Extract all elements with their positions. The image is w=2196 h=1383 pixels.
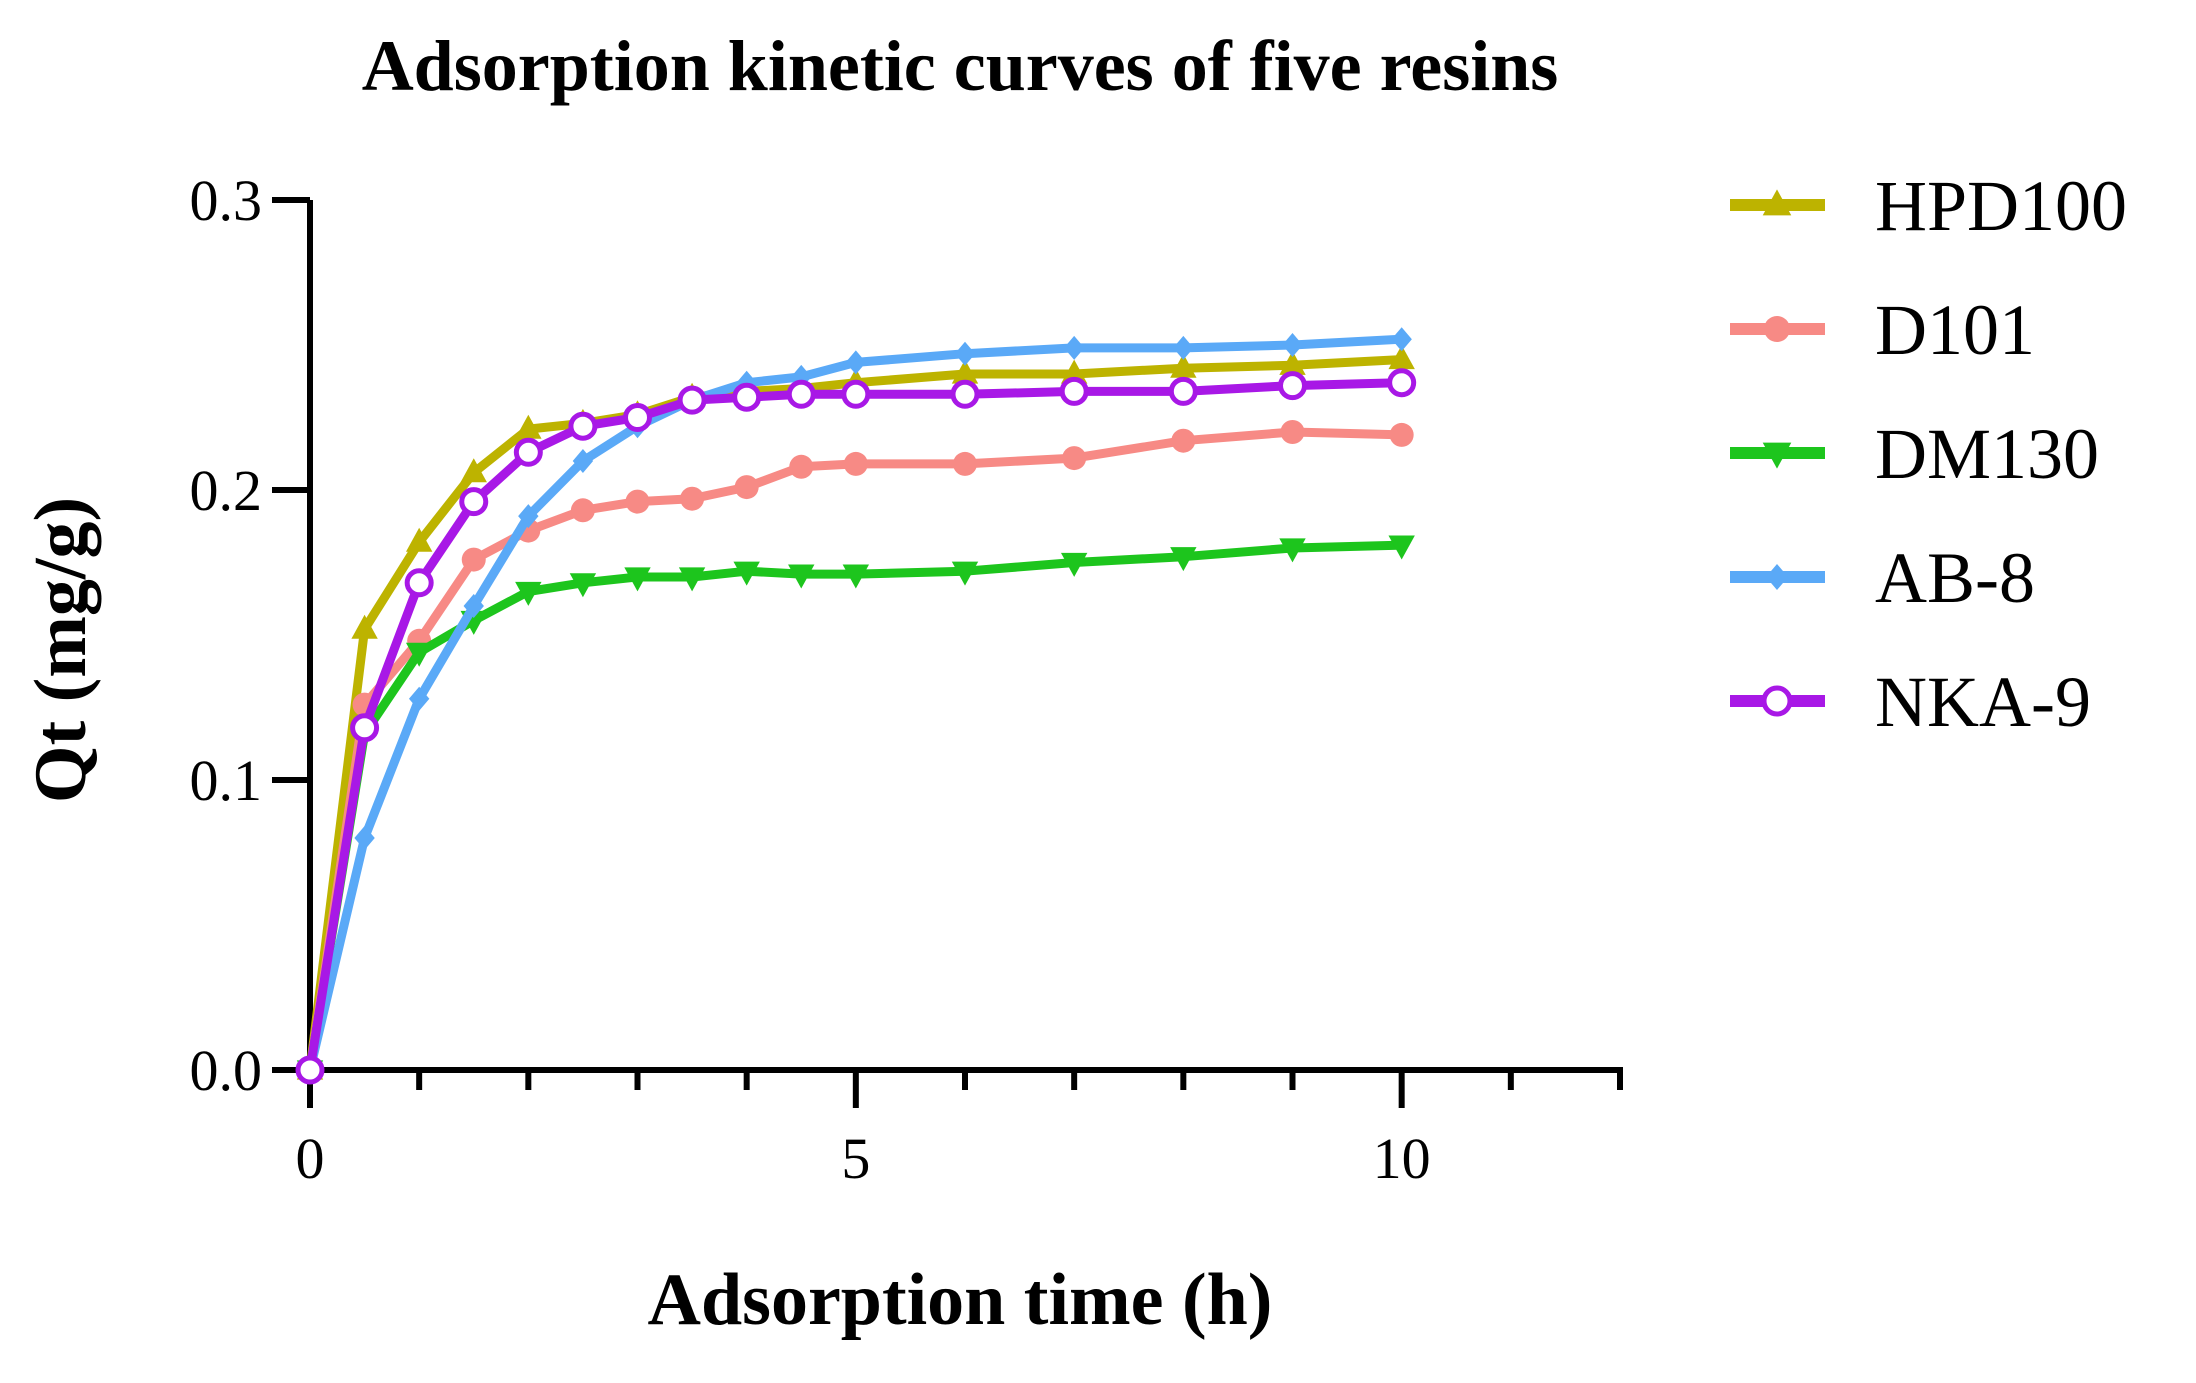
x-axis-title: Adsorption time (h) [648,1259,1273,1341]
legend-item-dm130: DM130 [1730,414,2099,494]
data-point-hpd100 [351,614,378,639]
data-point-ab-8 [1282,333,1303,357]
data-point-hpd100 [460,458,487,483]
series-line-nka-9 [305,378,1407,1075]
data-point-hpd100 [1060,359,1088,384]
data-point-dm130 [405,642,433,667]
data-point-d101 [843,451,868,476]
data-point-ab-8 [408,686,430,711]
data-point-hpd100 [515,414,542,439]
legend: HPD100 D101 DM130 AB-8 NKA-9 [1730,166,2127,742]
data-point-d101 [680,486,705,511]
data-point-dm130 [842,564,870,589]
x-tick-label: 5 [841,1126,870,1191]
legend-marker [1762,442,1792,469]
x-tick-label: 0 [296,1126,325,1191]
data-point-ab-8 [1063,335,1085,360]
data-point-dm130 [788,564,815,589]
y-tick-label: 0.3 [190,168,263,233]
data-point-nka-9 [350,713,380,743]
data-point-nka-9 [1168,376,1198,406]
data-point-d101 [570,498,595,523]
data-point-d101 [953,451,977,476]
data-point-dm130 [733,561,760,586]
data-point-nka-9 [295,1055,325,1085]
data-point-dm130 [951,561,979,586]
data-point-ab-8 [518,504,539,529]
y-tick-label: 0.0 [190,1038,263,1103]
data-point-d101 [1280,420,1305,444]
data-point-dm130 [515,581,542,606]
legend-label: D101 [1875,290,2035,370]
data-point-hpd100 [405,527,433,552]
data-point-hpd100 [1279,350,1306,375]
data-point-hpd100 [1170,353,1197,378]
data-point-d101 [461,547,486,572]
data-point-nka-9 [950,379,980,409]
data-point-nka-9 [459,487,489,517]
data-point-nka-9 [623,403,652,432]
legend-marker [1764,316,1790,342]
data-point-nka-9 [404,568,434,598]
legend-marker [1762,189,1792,216]
chart-title: Adsorption kinetic curves of five resins [362,26,1559,106]
data-point-nka-9 [786,379,816,409]
data-point-dm130 [1170,547,1197,572]
data-point-nka-9 [568,411,598,441]
legend-item-d101: D101 [1730,290,2035,370]
data-point-ab-8 [954,341,976,366]
legend-label: DM130 [1875,414,2099,494]
data-point-ab-8 [1173,335,1194,360]
data-point-hpd100 [1388,345,1415,370]
data-point-d101 [1171,428,1196,453]
data-point-ab-8 [845,350,867,375]
legend-item-hpd100: HPD100 [1730,166,2127,246]
data-point-nka-9 [841,379,871,409]
data-point-ab-8 [1391,327,1412,352]
data-point-dm130 [569,573,597,598]
series-line-dm130 [305,540,1407,1075]
legend-item-nka-9: NKA-9 [1730,662,2091,742]
data-point-d101 [789,454,814,479]
legend-marker [1765,564,1789,590]
data-point-nka-9 [1059,376,1089,406]
data-point-hpd100 [951,359,979,384]
data-point-dm130 [1388,535,1415,560]
legend-label: AB-8 [1875,538,2035,618]
data-point-ab-8 [354,826,375,850]
data-point-ab-8 [463,594,484,618]
data-point-nka-9 [677,385,707,415]
data-point-dm130 [678,567,706,592]
data-point-nka-9 [1387,368,1417,398]
plot-area: 0.0 0.1 0.2 0.3 0 5 10 [190,168,1623,1191]
series-line-d101 [305,427,1407,1075]
data-point-dm130 [624,567,651,592]
data-point-dm130 [1060,552,1088,577]
data-point-nka-9 [1278,371,1307,401]
legend-marker [1761,685,1793,717]
data-point-d101 [734,475,759,500]
data-point-nka-9 [732,382,762,412]
data-point-dm130 [1279,538,1306,563]
legend-label: NKA-9 [1875,662,2091,742]
data-point-d101 [1062,446,1087,471]
x-tick-label: 10 [1373,1126,1431,1191]
legend-label: HPD100 [1875,166,2127,246]
data-point-d101 [625,489,650,514]
y-tick-label: 0.2 [190,458,263,523]
data-point-ab-8 [572,449,594,473]
y-axis-title: Qt (mg/g) [20,497,102,803]
data-point-nka-9 [513,437,543,467]
series-line-ab-8 [305,334,1407,1075]
legend-item-ab-8: AB-8 [1730,538,2035,618]
data-point-d101 [1389,422,1414,447]
y-tick-label: 0.1 [190,748,263,813]
